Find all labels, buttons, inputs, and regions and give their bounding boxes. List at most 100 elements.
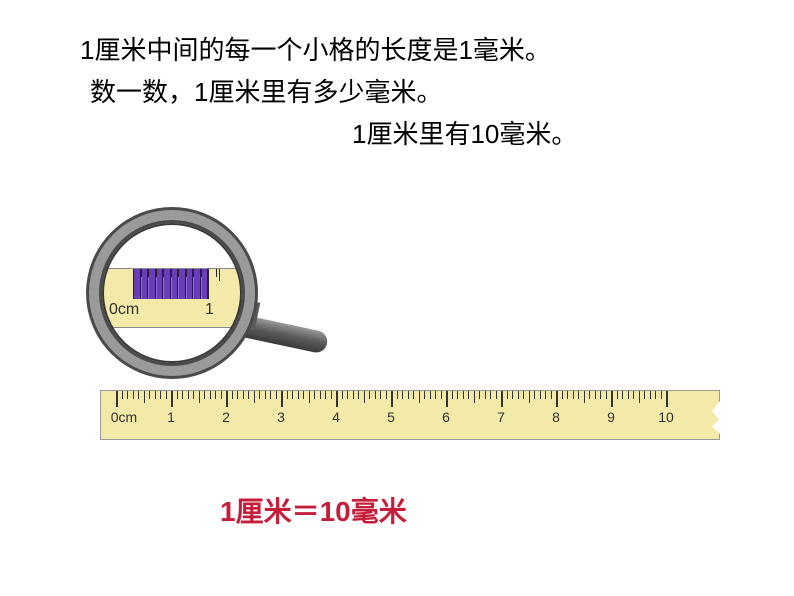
ruler-tick	[628, 391, 629, 399]
ruler-tick	[441, 391, 442, 399]
ruler-tick	[523, 391, 524, 399]
magnified-tick	[193, 269, 194, 277]
ruler-tick	[138, 391, 139, 399]
ruler-tick	[353, 391, 354, 399]
ruler-tick	[259, 391, 260, 399]
magnified-label-1: 1	[205, 301, 214, 319]
ruler-tick	[650, 391, 651, 399]
ruler-tick	[303, 391, 304, 399]
ruler-label: 5	[387, 409, 395, 425]
ruler-tick	[127, 391, 128, 399]
ruler-tick	[309, 391, 310, 403]
ruler-tick	[457, 391, 458, 399]
ruler-tick	[182, 391, 183, 399]
ruler-label: 7	[497, 409, 505, 425]
ruler-tick	[331, 391, 332, 399]
ruler-tick	[529, 391, 530, 403]
ruler-tick	[578, 391, 579, 399]
ruler-label: 9	[607, 409, 615, 425]
ruler-tick	[622, 391, 623, 399]
magnified-ruler: 0cm 1	[100, 268, 245, 328]
ruler-tick	[589, 391, 590, 399]
ruler-tick	[386, 391, 387, 399]
ruler-tick	[276, 391, 277, 399]
ruler-tick	[215, 391, 216, 399]
ruler-tick	[122, 391, 123, 399]
ruler-label: 1	[167, 409, 175, 425]
ruler-tick	[221, 391, 222, 399]
ruler-label: 4	[332, 409, 340, 425]
ruler-tick	[419, 391, 420, 403]
ruler-tick	[248, 391, 249, 399]
ruler-label: 8	[552, 409, 560, 425]
magnified-tick	[133, 269, 134, 299]
ruler-tick	[265, 391, 266, 399]
ruler-tick	[573, 391, 574, 399]
instruction-line-2: 数一数，1厘米里有多少毫米。	[90, 72, 442, 109]
ruler-tick	[402, 391, 403, 399]
magnified-tick	[171, 269, 172, 277]
ruler-tick	[496, 391, 497, 399]
ruler-tick	[336, 391, 338, 407]
ruler-tick	[490, 391, 491, 399]
ruler-tick	[545, 391, 546, 399]
magnified-tick	[186, 269, 187, 277]
ruler-tick	[369, 391, 370, 399]
millimeter-segment	[193, 269, 201, 299]
ruler-tick	[435, 391, 436, 399]
ruler-tick	[171, 391, 173, 407]
ruler-label: 2	[222, 409, 230, 425]
millimeter-segment	[163, 269, 171, 299]
ruler-tick	[518, 391, 519, 399]
ruler-tick	[364, 391, 365, 403]
ruler-tick	[463, 391, 464, 399]
ruler-tick	[226, 391, 228, 407]
ruler-tick	[567, 391, 568, 399]
ruler-tick	[298, 391, 299, 399]
ruler-tick	[149, 391, 150, 399]
ruler-tick	[639, 391, 640, 403]
ruler-tick	[666, 391, 668, 407]
magnified-tick	[163, 269, 164, 277]
ruler-tick	[281, 391, 283, 407]
ruler-tick	[474, 391, 475, 403]
ruler-tick	[144, 391, 145, 403]
millimeter-segment	[201, 269, 209, 299]
ruler-tick	[133, 391, 134, 399]
ruler-tick	[600, 391, 601, 399]
ruler-tick	[254, 391, 255, 403]
magnified-label-0: 0cm	[109, 301, 139, 319]
ruler-tick	[424, 391, 425, 399]
ruler-tick	[430, 391, 431, 399]
magnified-tick	[219, 269, 220, 281]
ruler-tick	[606, 391, 607, 399]
ruler-tick	[611, 391, 613, 407]
ruler-tick	[479, 391, 480, 399]
ruler-tick	[155, 391, 156, 399]
ruler-tick	[177, 391, 178, 399]
ruler-tick	[342, 391, 343, 399]
ruler-tick	[287, 391, 288, 399]
ruler-tick	[358, 391, 359, 399]
ruler-tick	[661, 391, 662, 399]
ruler-tick	[193, 391, 194, 399]
ruler-tick	[270, 391, 271, 399]
millimeter-segment	[178, 269, 186, 299]
ruler-tick	[413, 391, 414, 399]
ruler-tick	[166, 391, 167, 399]
ruler-tick	[617, 391, 618, 399]
ruler-tick	[232, 391, 233, 399]
magnified-tick	[208, 269, 209, 299]
ruler-tick	[199, 391, 200, 403]
millimeter-segment	[141, 269, 149, 299]
millimeter-segment	[171, 269, 179, 299]
magnified-tick	[178, 269, 179, 277]
ruler-tick	[391, 391, 393, 407]
ruler-tick	[204, 391, 205, 399]
ruler-tick	[595, 391, 596, 399]
magnified-tick	[156, 269, 157, 277]
ruler-label: 3	[277, 409, 285, 425]
ruler-tick	[540, 391, 541, 399]
ruler-tick	[556, 391, 558, 407]
ruler-tick	[468, 391, 469, 399]
